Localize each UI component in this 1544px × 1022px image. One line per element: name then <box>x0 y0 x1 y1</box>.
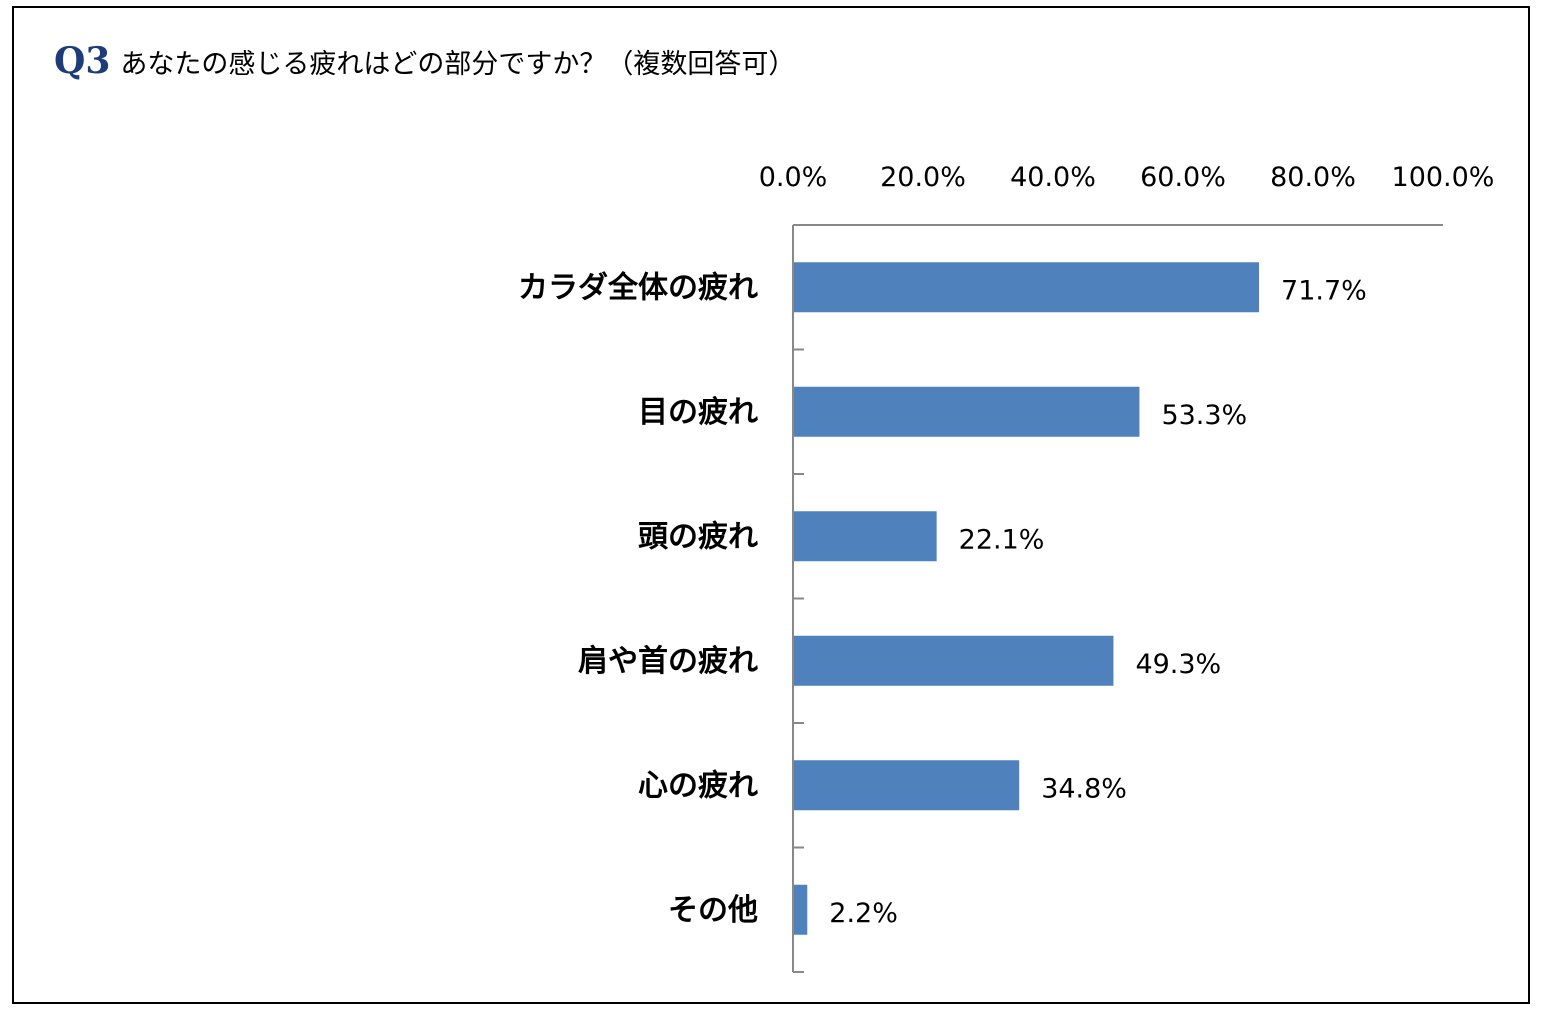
x-tick-label: 100.0% <box>1392 162 1495 193</box>
question-title: Q3 あなたの感じる疲れはどの部分ですか？（複数回答可） <box>54 40 795 90</box>
value-label: 71.7% <box>1281 275 1367 306</box>
x-tick-label: 40.0% <box>1010 162 1096 193</box>
category-label: カラダ全体の疲れ <box>518 270 758 305</box>
category-label: 肩や首の疲れ <box>578 644 758 679</box>
question-number: Q3 <box>54 40 111 82</box>
x-tick-label: 20.0% <box>880 162 966 193</box>
bar <box>794 884 808 935</box>
bar <box>794 386 1140 437</box>
bar <box>794 760 1020 811</box>
value-label: 34.8% <box>1041 773 1127 804</box>
question-text: あなたの感じる疲れはどの部分ですか？（複数回答可） <box>120 49 796 80</box>
category-label: 心の疲れ <box>638 768 758 803</box>
value-label: 53.3% <box>1161 400 1247 431</box>
category-label: 目の疲れ <box>638 395 758 430</box>
bar <box>794 262 1260 313</box>
value-label: 22.1% <box>959 524 1045 555</box>
category-label: 頭の疲れ <box>638 519 758 554</box>
value-label: 49.3% <box>1135 649 1221 680</box>
bar <box>794 511 937 562</box>
bar <box>794 635 1114 686</box>
x-tick-label: 60.0% <box>1140 162 1226 193</box>
value-label: 2.2% <box>829 898 898 929</box>
x-tick-label: 80.0% <box>1270 162 1356 193</box>
chart-frame <box>12 6 1530 1004</box>
x-tick-label: 0.0% <box>759 162 828 193</box>
category-label: その他 <box>668 893 758 928</box>
